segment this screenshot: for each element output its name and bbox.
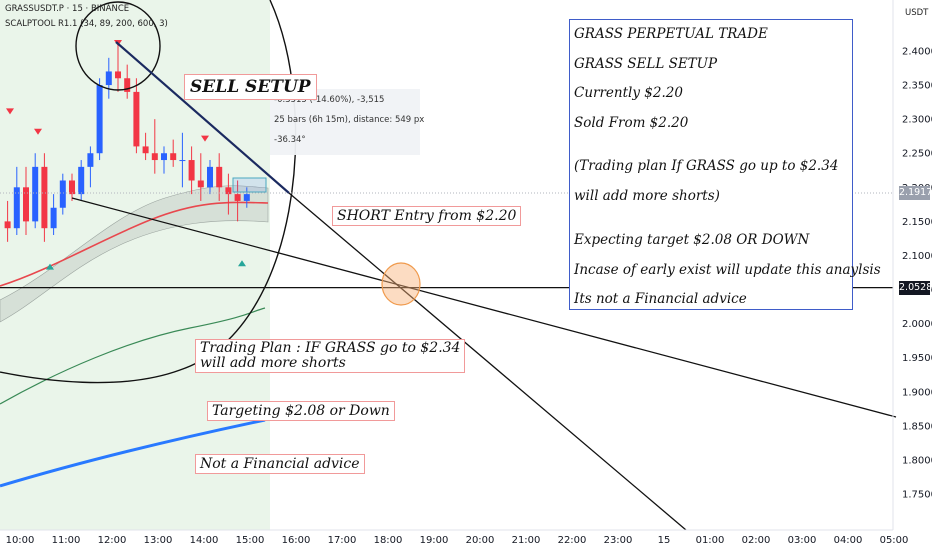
info-line-5: (Trading plan If GRASS go up to $2.34 [574,158,839,174]
sell-signal-marker [201,135,209,142]
buy-signal-marker [46,263,54,270]
candle-body [87,153,94,167]
trading-plan-line-1: Trading Plan : IF GRASS go to $2.34 [200,340,461,356]
measure-angle: -36.34° [274,135,306,145]
candle-body [161,153,167,161]
candle-body [4,221,11,229]
downtrend-line [115,41,290,194]
short-entry-label[interactable]: SHORT Entry from $2.20 [332,206,522,226]
ema-red-line [0,201,269,287]
x-tick-label: 10:00 [6,535,35,546]
intersection-circle [381,262,421,306]
y-tick-label: 1.8000 [902,455,932,466]
candle-body [78,166,85,195]
ema-cloud-band [0,185,269,323]
y-tick-label: 2.0000 [902,319,932,330]
measure-price-change: -0.3515 (-14.60%), -3,515 [274,95,385,105]
info-line-4: Sold From $2.20 [574,115,689,131]
not-advice-label[interactable]: Not a Financial advice [195,454,365,474]
targeting-label[interactable]: Targeting $2.08 or Down [207,401,395,421]
candle-body [50,207,57,229]
x-tick-label: 19:00 [420,535,449,546]
measure-bars: 25 bars (6h 15m), distance: 549 px [274,115,425,125]
symbol-legend[interactable]: GRASSUSDT.P · 15 · BINANCE [5,4,130,14]
info-line-2: GRASS SELL SETUP [574,56,718,72]
candle-body [23,187,29,222]
x-tick-label: 21:00 [512,535,541,546]
y-tick-label: 2.3000 [902,115,932,126]
currency-label: USDT [905,8,929,18]
x-tick-label: 16:00 [282,535,311,546]
candle-body [124,78,131,92]
indicator-legend[interactable]: SCALPTOOL R1.1 (34, 89, 200, 600, 3) [5,19,168,29]
x-tick-label: 15 [658,535,671,546]
info-line-7: Expecting target $2.08 OR DOWN [574,232,810,248]
y-tick-label: 2.2500 [902,149,932,160]
trendline-lower [71,197,897,418]
y-tick-label: 2.3500 [902,81,932,92]
sell-signal-marker [34,128,42,135]
x-tick-label: 02:00 [742,535,771,546]
x-tick-label: 04:00 [834,535,863,546]
candle-body [170,153,177,161]
candle-body [197,180,204,188]
x-tick-label: 20:00 [466,535,495,546]
candle-body [179,160,186,162]
candle-body [115,71,121,79]
x-tick-label: 11:00 [52,535,81,546]
candle-body [207,166,213,188]
x-tick-label: 23:00 [604,535,633,546]
sell-setup-label[interactable]: SELL SETUP [184,74,317,100]
trading-plan-label[interactable]: Trading Plan : IF GRASS go to $2.34 will… [195,339,466,373]
info-line-1: GRASS PERPETUAL TRADE [574,26,768,42]
info-line-9: Its not a Financial advice [574,291,747,307]
candle-body [188,160,195,181]
y-tick-label: 2.1000 [902,251,932,262]
x-tick-label: 17:00 [328,535,357,546]
y-tick-label: 1.9000 [902,387,932,398]
x-tick-label: 12:00 [98,535,127,546]
candle-body [32,166,39,222]
info-line-6: will add more shorts) [574,188,720,204]
x-tick-label: 14:00 [190,535,219,546]
measure-tooltip: -0.3515 (-14.60%), -3,515 25 bars (6h 15… [270,89,424,155]
ema-blue-line [0,418,266,488]
trade-info-box[interactable]: GRASS PERPETUAL TRADE GRASS SELL SETUP C… [569,19,881,310]
info-line-3: Currently $2.20 [574,85,683,101]
candle-body [69,180,75,195]
candle-body [243,194,250,201]
candle-body [13,187,20,229]
buy-signal-marker [238,260,246,267]
sell-signal-marker [6,108,14,115]
x-tick-label: 01:00 [696,535,725,546]
candle-body [96,85,103,154]
x-tick-label: 05:00 [880,535,909,546]
candle-body [41,166,48,229]
x-tick-label: 18:00 [374,535,403,546]
y-tick-label: 2.1500 [902,217,932,228]
candle-body [105,71,112,86]
candle-body [133,91,140,147]
current-price-tag: 2.1917 [899,185,932,200]
candle-body [59,180,66,208]
trading-plan-line-2: will add more shorts [200,355,346,371]
x-tick-label: 13:00 [144,535,173,546]
candle-body [142,146,149,154]
x-tick-label: 03:00 [788,535,817,546]
candle-body [151,153,158,161]
candle-body [234,194,241,201]
level-price-tag: 2.0528 [899,280,932,295]
candle-body [216,166,223,188]
x-tick-label: 15:00 [236,535,265,546]
x-tick-label: 22:00 [558,535,587,546]
y-tick-label: 1.9500 [902,353,932,364]
info-line-8: Incase of early exist will update this a… [574,262,881,278]
peak-circle [75,1,161,91]
candle-body [225,187,232,195]
highlight-rect [232,177,267,193]
y-tick-label: 2.4000 [902,47,932,58]
y-tick-label: 1.8500 [902,421,932,432]
downtrend-extension [288,192,687,531]
y-tick-label: 1.7500 [902,490,932,501]
